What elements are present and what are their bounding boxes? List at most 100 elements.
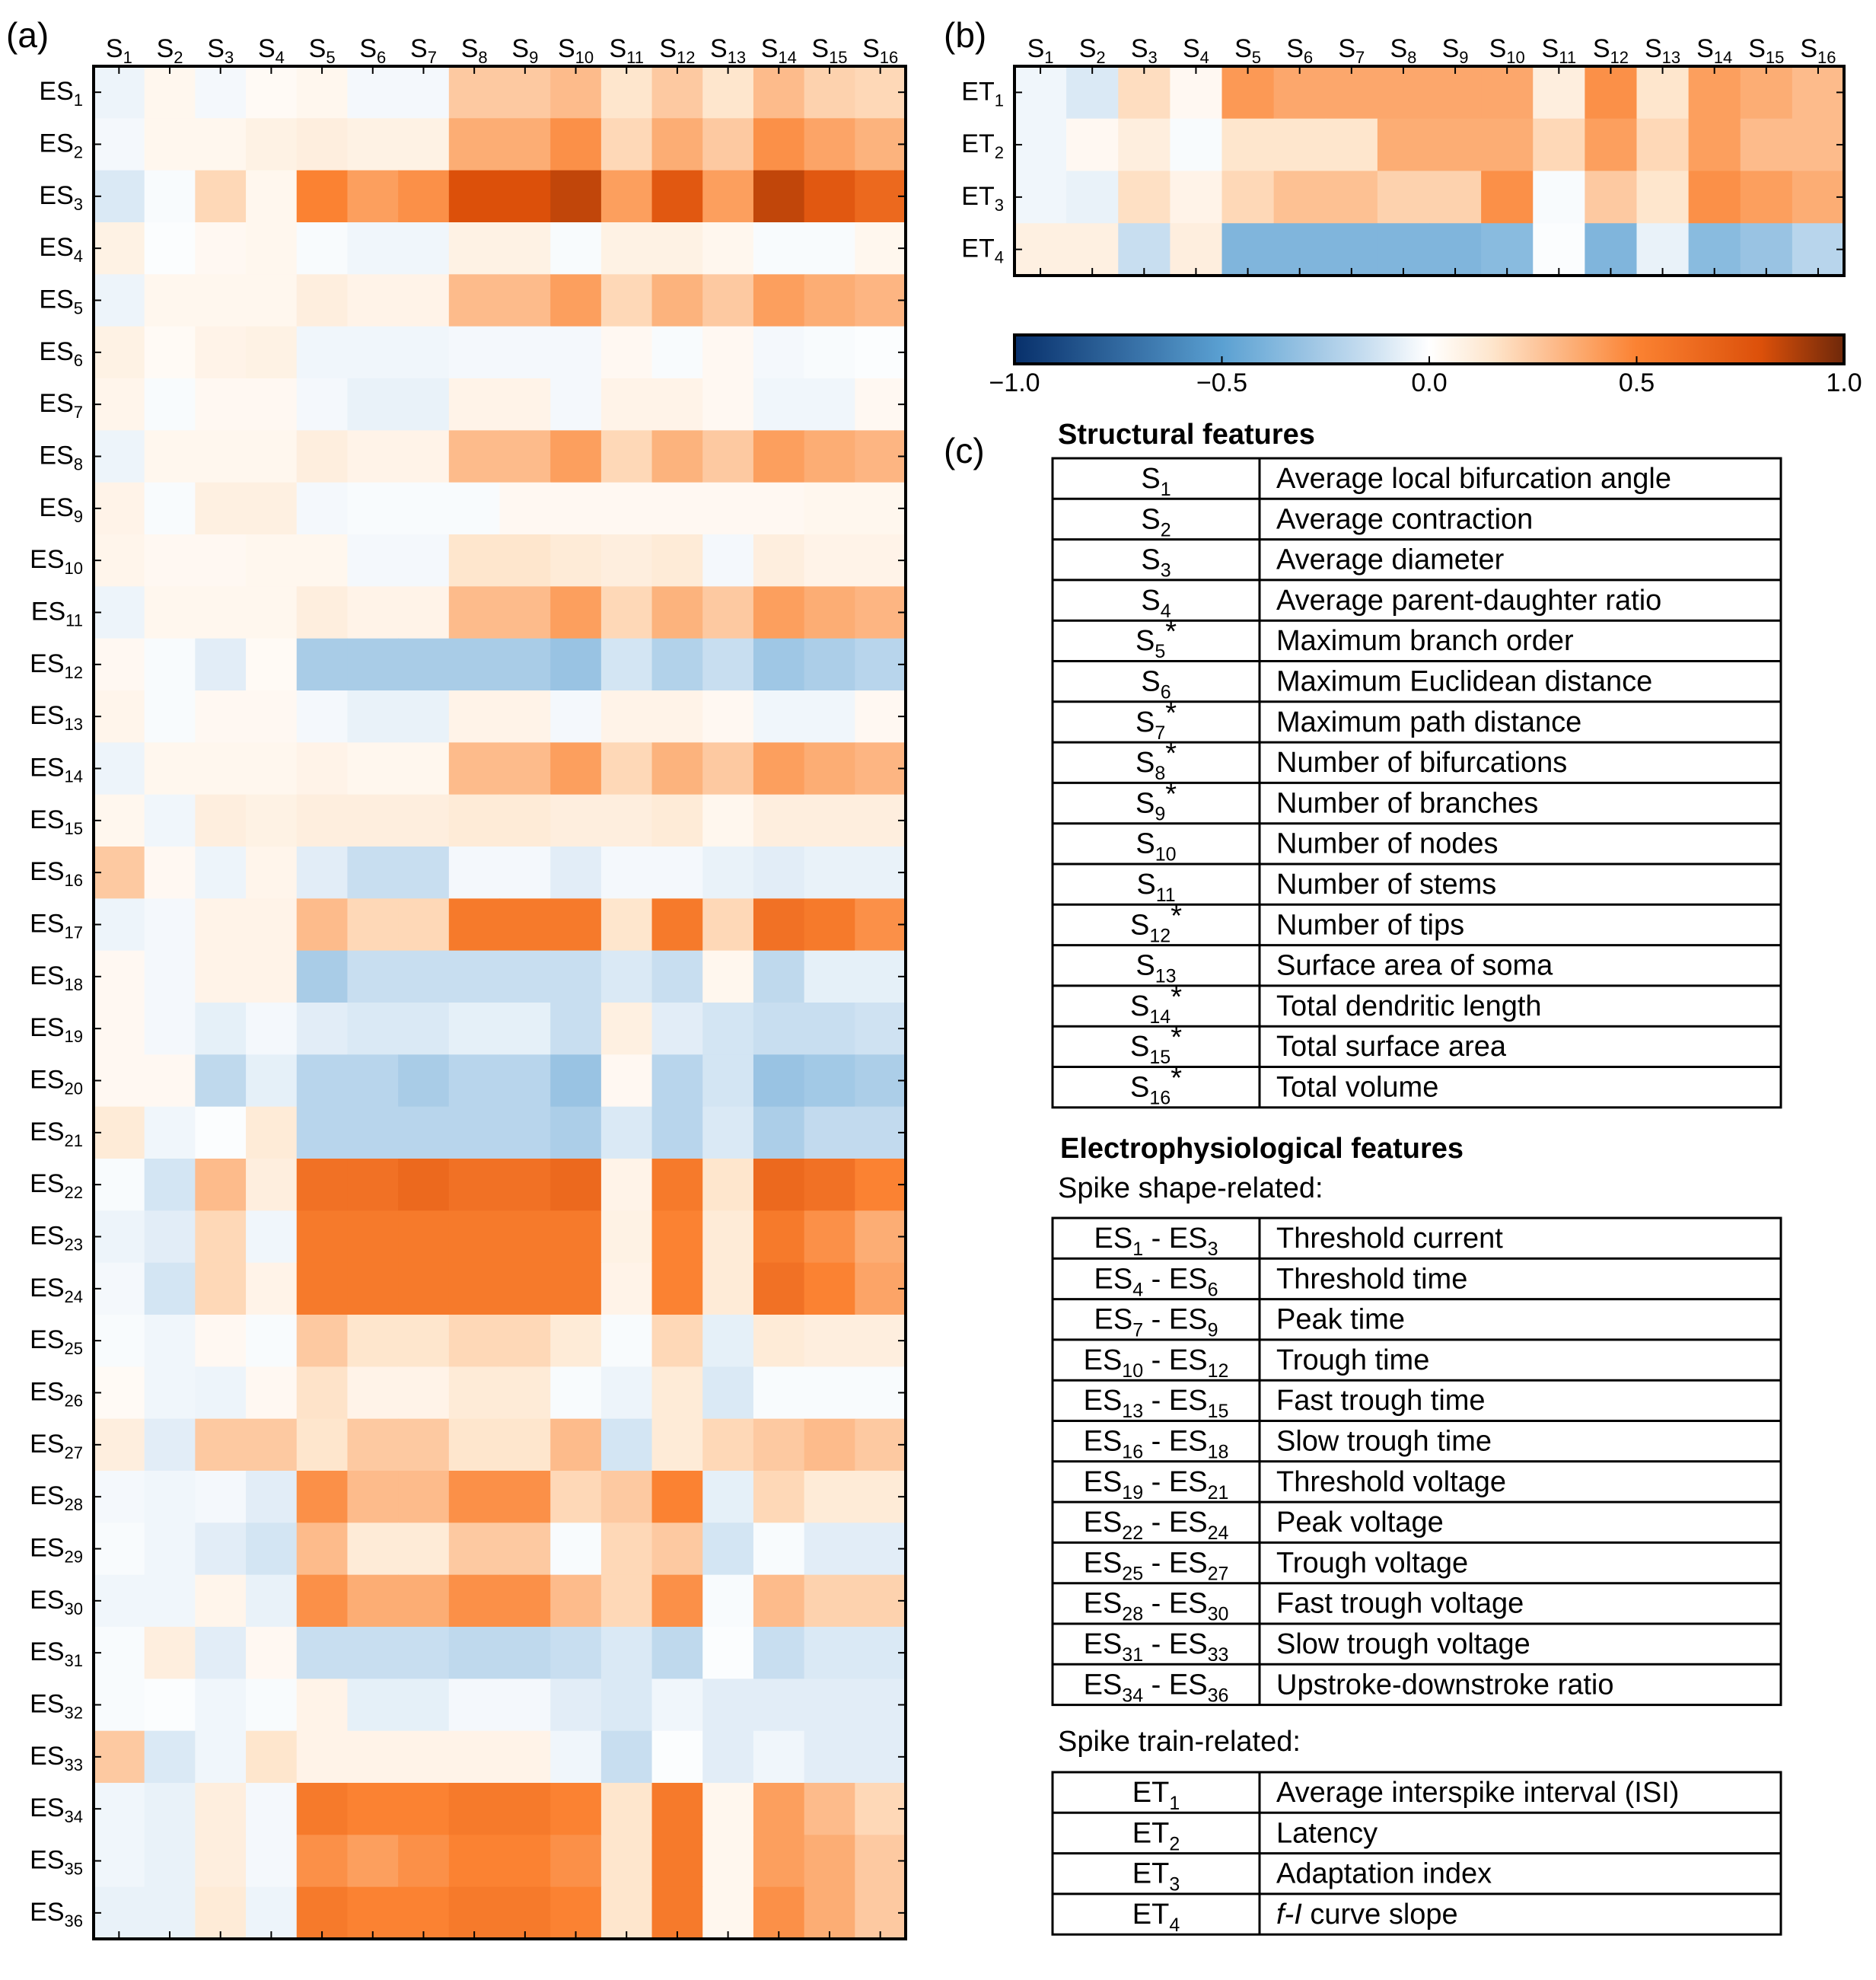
heatmap-a-cell <box>651 66 703 119</box>
heatmap-a-cell <box>144 534 196 587</box>
heatmap-a-cell <box>144 794 196 847</box>
structural-code: S3 <box>1141 544 1171 582</box>
heatmap-b-cell <box>1792 223 1845 276</box>
heatmap-a-cell <box>753 1627 805 1679</box>
heatmap-a-cell <box>651 1886 703 1940</box>
heatmap-a-cell <box>347 326 399 379</box>
heatmap-a-cell <box>144 1106 196 1159</box>
spike-train-label: Spike train-related: <box>1058 1726 1301 1758</box>
heatmap-a-cell <box>94 274 145 327</box>
spike-shape-code: ES31 - ES33 <box>1084 1628 1229 1666</box>
heatmap-a-cell <box>855 1522 906 1576</box>
heatmap-a-cell <box>398 1835 450 1888</box>
heatmap-a-cell <box>296 1315 349 1367</box>
colorbar-tick-label: 1.0 <box>1826 368 1862 397</box>
heatmap-a-cell <box>398 794 450 847</box>
heatmap-b-cell <box>1688 171 1741 224</box>
heatmap-b-cell <box>1585 66 1638 120</box>
heatmap-a-cell <box>347 1054 399 1108</box>
heatmap-b-cell <box>1429 118 1482 172</box>
heatmap-a-ytick-label: ES21 <box>30 1118 83 1150</box>
heatmap-b-xtick-label: S4 <box>1183 34 1209 67</box>
spike-train-table: ET1 Average interspike interval (ISI) ET2 L… <box>1051 1771 1782 1936</box>
heatmap-a-cell <box>499 1418 551 1471</box>
heatmap-a-xtick-label: S8 <box>461 34 488 67</box>
heatmap-b-cell <box>1688 118 1741 172</box>
heatmap-a-cell <box>144 66 196 119</box>
heatmap-a-cell <box>702 1886 754 1940</box>
heatmap-a-cell <box>94 898 145 952</box>
heatmap-a-cell <box>600 66 653 119</box>
heatmap-b-cell <box>1740 118 1793 172</box>
heatmap-a-cell <box>144 222 196 275</box>
heatmap-a-cell <box>804 1159 855 1211</box>
heatmap-b-cell <box>1429 66 1482 120</box>
heatmap-a-cell <box>246 222 298 275</box>
heatmap-b-ytick-label: ET4 <box>961 234 1004 267</box>
heatmap-a-ytick-label: ES18 <box>30 961 83 994</box>
heatmap-a-cell <box>753 1835 805 1888</box>
heatmap-a-cell <box>855 326 906 379</box>
heatmap-a-cell <box>702 1522 754 1576</box>
heatmap-a-cell <box>651 534 703 587</box>
heatmap-a-cell <box>855 1574 906 1628</box>
heatmap-a-cell <box>94 534 145 587</box>
heatmap-a-cell <box>855 1418 906 1471</box>
heatmap-a-cell <box>804 950 855 1003</box>
heatmap-a-cell <box>753 586 805 639</box>
heatmap-a-cell <box>246 1835 298 1888</box>
heatmap-a-cell <box>195 118 247 171</box>
heatmap-a-cell <box>195 1835 247 1888</box>
heatmap-a-cell <box>651 1315 703 1367</box>
heatmap-a-cell <box>702 1679 754 1732</box>
heatmap-a-cell <box>144 898 196 952</box>
heatmap-a-cell <box>448 742 501 796</box>
heatmap-a-cell <box>600 950 653 1003</box>
heatmap-a-ytick-label: ES11 <box>31 598 83 630</box>
heatmap-a-cell <box>600 378 653 431</box>
heatmap-a-cell <box>195 430 247 483</box>
heatmap-a-cell <box>600 1627 653 1679</box>
heatmap-a-cell <box>702 1366 754 1420</box>
heatmap-a-cell <box>804 482 855 535</box>
heatmap-a-cell <box>144 274 196 327</box>
heatmap-b-cell <box>1740 66 1793 120</box>
heatmap-a-cell <box>550 482 602 535</box>
heatmap-b-cell <box>1066 66 1119 120</box>
heatmap-a-cell <box>246 1471 298 1523</box>
heatmap-a-cell <box>550 534 602 587</box>
structural-code: S8* <box>1135 738 1177 784</box>
heatmap-a-cell <box>398 1783 450 1835</box>
heatmap-a-cell <box>94 847 145 899</box>
heatmap-a-cell <box>753 1003 805 1055</box>
heatmap-a-cell <box>296 638 349 691</box>
heatmap-a-cell <box>550 898 602 952</box>
heatmap-a-cell <box>651 274 703 327</box>
structural-table: S1 Average local bifurcation angle S2 Avera… <box>1051 457 1782 1109</box>
heatmap-a-cell <box>448 950 501 1003</box>
heatmap-a-ytick-label: ES27 <box>30 1430 83 1462</box>
heatmap-a-cell <box>246 326 298 379</box>
heatmap-a-cell <box>600 274 653 327</box>
heatmap-a-cell <box>753 1315 805 1367</box>
heatmap-a-cell <box>448 1886 501 1940</box>
heatmap-a-cell <box>398 1106 450 1159</box>
heatmap-a-ytick-label: ES6 <box>39 337 83 370</box>
heatmap-a-cell <box>804 847 855 899</box>
heatmap-b-cell <box>1481 223 1534 276</box>
structural-code: S4 <box>1141 585 1171 622</box>
heatmap-a-xtick-label: S1 <box>106 34 132 67</box>
heatmap-a-cell <box>94 950 145 1003</box>
heatmap-a-cell <box>499 1627 551 1679</box>
heatmap-b-frame <box>1013 65 1846 277</box>
heatmap-a-cell <box>94 690 145 743</box>
heatmap-a-cell <box>144 326 196 379</box>
heatmap-a-cell <box>296 430 349 483</box>
heatmap-a-cell <box>448 586 501 639</box>
heatmap-a-cell <box>499 742 551 796</box>
heatmap-b-cell <box>1688 223 1741 276</box>
heatmap-a-cell <box>246 638 298 691</box>
structural-code: S7* <box>1135 697 1177 744</box>
heatmap-a-cell <box>600 690 653 743</box>
heatmap-a-cell <box>347 950 399 1003</box>
